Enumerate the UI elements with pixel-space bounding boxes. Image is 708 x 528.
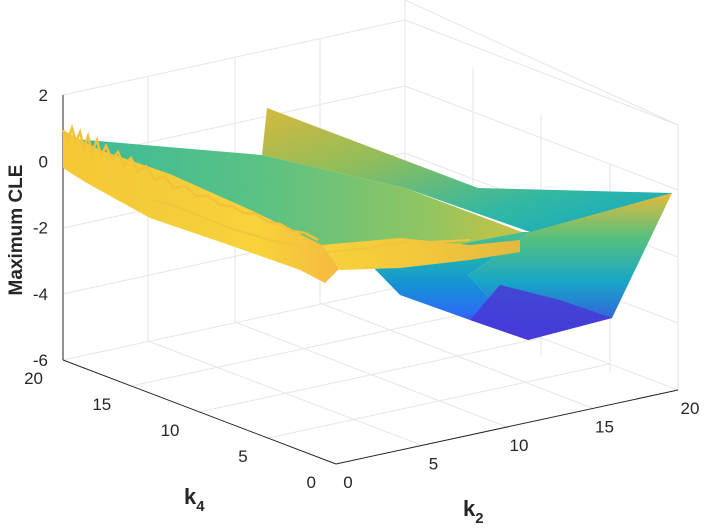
surface-plateau — [63, 138, 522, 262]
z-tick-label: 0 — [39, 152, 48, 171]
z-tick-label: -4 — [33, 285, 48, 304]
y-tick-label: 20 — [24, 369, 43, 388]
surface-noise-edge — [61, 123, 319, 242]
y-tick-labels: 0 5 10 15 20 — [24, 369, 316, 492]
y-tick-label: 5 — [238, 447, 247, 466]
z-tick-labels: -6 -4 -2 0 2 — [33, 86, 48, 370]
z-tick-label: -2 — [33, 219, 48, 238]
z-tick-label: -6 — [33, 351, 48, 370]
y-axis-label: k4 — [184, 484, 205, 515]
y-tick-label: 0 — [307, 473, 316, 492]
y-tick-label: 15 — [92, 395, 111, 414]
surface-left-strip — [63, 130, 340, 283]
x-tick-label: 0 — [343, 473, 352, 492]
x-tick-labels: 0 5 10 15 20 — [343, 399, 699, 492]
surface-ridge — [262, 108, 672, 232]
surface-cliff-lower — [470, 285, 612, 340]
x-tick-label: 20 — [681, 399, 700, 418]
surface-noise-edge-2 — [149, 199, 471, 254]
x-tick-label: 5 — [429, 455, 438, 474]
x-tick-label: 15 — [595, 418, 614, 437]
surface — [61, 108, 672, 340]
surface-front-fold — [322, 238, 520, 270]
x-tick-label: 10 — [510, 436, 529, 455]
y-tick-label: 10 — [161, 421, 180, 440]
x-axis-label: k2 — [463, 496, 484, 527]
z-tick-label: 2 — [39, 86, 48, 105]
z-axis-label: Maximum CLE — [6, 165, 27, 296]
